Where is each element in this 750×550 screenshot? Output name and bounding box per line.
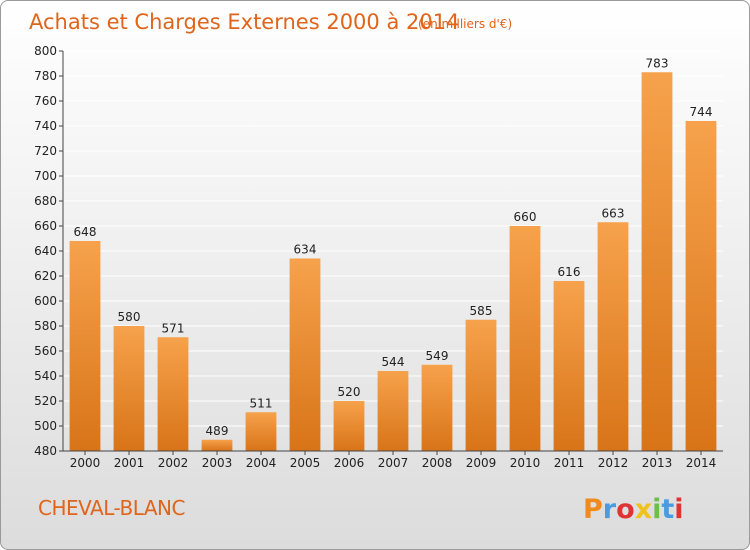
- x-tick-label-2012: 2012: [598, 456, 629, 470]
- data-label-2002: 571: [162, 321, 185, 335]
- x-tick-label-2009: 2009: [466, 456, 497, 470]
- x-tick-label-2007: 2007: [378, 456, 409, 470]
- data-label-2004: 511: [250, 396, 273, 410]
- y-tick-label: 740: [34, 119, 57, 133]
- x-tick-label-2013: 2013: [642, 456, 673, 470]
- x-tick-label-2005: 2005: [290, 456, 321, 470]
- y-tick-label: 580: [34, 319, 57, 333]
- x-tick-label-2000: 2000: [70, 456, 101, 470]
- data-label-2014: 744: [690, 105, 713, 119]
- y-tick-label: 680: [34, 194, 57, 208]
- x-tick-label-2006: 2006: [334, 456, 365, 470]
- y-tick-label: 720: [34, 144, 57, 158]
- y-tick-label: 500: [34, 419, 57, 433]
- bar-2001: [113, 326, 145, 451]
- data-label-2011: 616: [558, 265, 581, 279]
- proxiti-logo: Proxiti: [583, 494, 684, 525]
- logo-letter: P: [583, 494, 603, 525]
- grid-lines: [63, 50, 723, 452]
- data-label-2008: 549: [426, 349, 449, 363]
- x-tick-label-2001: 2001: [114, 456, 145, 470]
- data-label-2010: 660: [514, 210, 537, 224]
- y-tick-label: 600: [34, 294, 57, 308]
- y-tick-label: 780: [34, 69, 57, 83]
- logo-letter: x: [635, 494, 652, 525]
- chart-subtitle: (en milliers d'€): [418, 17, 512, 31]
- data-label-2007: 544: [382, 355, 405, 369]
- bar-2002: [157, 337, 189, 451]
- y-tick-label: 700: [34, 169, 57, 183]
- logo-letter: r: [603, 494, 617, 525]
- bars: [69, 72, 717, 451]
- bar-2011: [553, 281, 585, 451]
- bar-2009: [465, 319, 497, 451]
- y-tick-label: 480: [34, 444, 57, 458]
- logo-letter: i: [652, 494, 661, 525]
- data-label-2000: 648: [74, 225, 97, 239]
- chart-title: Achats et Charges Externes 2000 à 2014: [29, 10, 459, 34]
- x-tick-label-2011: 2011: [554, 456, 585, 470]
- x-axis-ticks: 2000 2001 2002 2003 2004 2005 2006 2007 2008 2009…: [70, 451, 717, 470]
- data-label-2003: 489: [206, 424, 229, 438]
- y-tick-label: 660: [34, 219, 57, 233]
- bar-2005: [289, 258, 321, 451]
- bar-2004: [245, 412, 277, 451]
- bar-2000: [69, 241, 101, 451]
- x-tick-label-2014: 2014: [686, 456, 717, 470]
- y-tick-label: 640: [34, 244, 57, 258]
- y-axis-ticks: 480 500 520 540 560 580 600 620 640 660 680 700 720 7…: [34, 44, 63, 458]
- data-label-2013: 783: [646, 56, 669, 70]
- y-tick-label: 540: [34, 369, 57, 383]
- bar-2014: [685, 121, 717, 451]
- data-label-2001: 580: [118, 310, 141, 324]
- y-tick-label: 800: [34, 44, 57, 58]
- x-tick-label-2010: 2010: [510, 456, 541, 470]
- logo-letter: o: [616, 494, 635, 525]
- x-tick-label-2004: 2004: [246, 456, 277, 470]
- data-label-2005: 634: [294, 243, 317, 257]
- bar-2006: [333, 401, 365, 451]
- y-tick-label: 620: [34, 269, 57, 283]
- x-tick-label-2002: 2002: [158, 456, 189, 470]
- data-label-2009: 585: [470, 304, 493, 318]
- data-labels: 648 580 571 489 511 634 520 544 549 585 660 616 663 7…: [74, 56, 713, 438]
- x-tick-label-2008: 2008: [422, 456, 453, 470]
- data-label-2012: 663: [602, 206, 625, 220]
- location-name: CHEVAL-BLANC: [38, 496, 185, 520]
- logo-letter: i: [674, 494, 683, 525]
- bar-2008: [421, 364, 453, 451]
- y-tick-label: 520: [34, 394, 57, 408]
- data-label-2006: 520: [338, 385, 361, 399]
- y-tick-label: 760: [34, 94, 57, 108]
- bar-2007: [377, 371, 409, 451]
- bar-2012: [597, 222, 629, 451]
- bar-2010: [509, 226, 541, 451]
- logo-letter: t: [661, 494, 674, 525]
- y-tick-label: 560: [34, 344, 57, 358]
- x-tick-label-2003: 2003: [202, 456, 233, 470]
- bar-2013: [641, 72, 673, 451]
- bar-2003: [201, 439, 233, 451]
